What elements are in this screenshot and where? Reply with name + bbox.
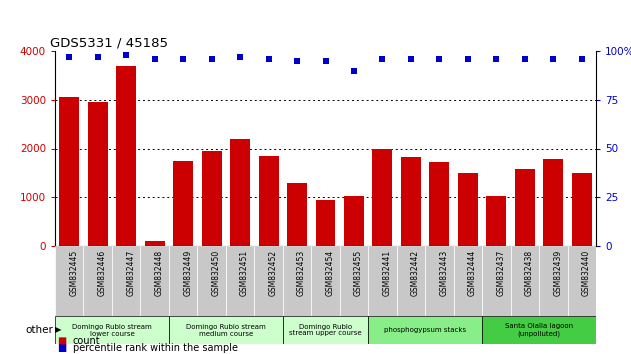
Bar [543, 159, 563, 246]
Bar [254, 246, 283, 316]
Point [577, 56, 587, 62]
Bar [425, 246, 454, 316]
Text: GSM832452: GSM832452 [269, 250, 278, 296]
Text: GSM832445: GSM832445 [69, 250, 78, 296]
Bar [55, 316, 169, 344]
Point [349, 68, 359, 73]
Text: GSM832439: GSM832439 [553, 250, 562, 296]
Text: GSM832438: GSM832438 [525, 250, 534, 296]
Bar [112, 246, 141, 316]
Bar [259, 156, 278, 246]
Text: GSM832440: GSM832440 [582, 250, 591, 296]
Bar [169, 316, 283, 344]
Point [492, 56, 502, 62]
Bar [458, 173, 478, 246]
Point [548, 56, 558, 62]
Point [434, 56, 444, 62]
Point [150, 56, 160, 62]
Text: phosphogypsum stacks: phosphogypsum stacks [384, 327, 466, 333]
Bar [567, 246, 596, 316]
Bar [287, 183, 307, 246]
Bar [316, 200, 336, 246]
Point [235, 54, 245, 60]
Point [406, 56, 416, 62]
Bar [487, 196, 506, 246]
Text: GSM832437: GSM832437 [497, 250, 505, 296]
Text: ▶: ▶ [54, 325, 61, 335]
Text: GSM832444: GSM832444 [468, 250, 477, 296]
Bar [397, 246, 425, 316]
Bar [372, 149, 392, 246]
Bar [572, 173, 592, 246]
Text: GDS5331 / 45185: GDS5331 / 45185 [50, 37, 168, 50]
Bar [144, 241, 165, 246]
Text: Domingo Rubio stream
lower course: Domingo Rubio stream lower course [72, 324, 152, 337]
Bar [202, 151, 221, 246]
Point [321, 58, 331, 64]
Text: ■: ■ [57, 343, 66, 353]
Bar [169, 246, 198, 316]
Bar [515, 169, 535, 246]
Text: GSM832441: GSM832441 [382, 250, 391, 296]
Point [520, 56, 530, 62]
Bar [283, 246, 311, 316]
Bar [230, 139, 250, 246]
Bar [311, 246, 339, 316]
Bar [430, 162, 449, 246]
Point [463, 56, 473, 62]
Bar [83, 246, 112, 316]
Text: Santa Olalla lagoon
(unpolluted): Santa Olalla lagoon (unpolluted) [505, 323, 573, 337]
Point [93, 54, 103, 60]
Point [377, 56, 387, 62]
Bar [369, 246, 397, 316]
Text: percentile rank within the sample: percentile rank within the sample [73, 343, 237, 353]
Text: ■: ■ [57, 336, 66, 346]
Bar [482, 316, 596, 344]
Bar [88, 102, 108, 246]
Bar [116, 65, 136, 246]
Bar [141, 246, 169, 316]
Point [178, 56, 188, 62]
Text: GSM832449: GSM832449 [183, 250, 192, 296]
Bar [344, 196, 364, 246]
Text: Domingo Rubio stream
medium course: Domingo Rubio stream medium course [186, 324, 266, 337]
Text: GSM832443: GSM832443 [439, 250, 449, 296]
Bar [198, 246, 226, 316]
Point [64, 54, 74, 60]
Text: GSM832442: GSM832442 [411, 250, 420, 296]
Text: count: count [73, 336, 100, 346]
Bar [401, 157, 421, 246]
Point [121, 52, 131, 58]
Bar [283, 316, 369, 344]
Text: other: other [25, 325, 53, 335]
Bar [454, 246, 482, 316]
Bar [226, 246, 254, 316]
Text: GSM832448: GSM832448 [155, 250, 163, 296]
Bar [59, 97, 80, 246]
Bar [369, 316, 482, 344]
Point [206, 56, 216, 62]
Text: Domingo Rubio
stream upper course: Domingo Rubio stream upper course [289, 324, 362, 337]
Text: GSM832447: GSM832447 [126, 250, 135, 296]
Text: GSM832453: GSM832453 [297, 250, 306, 296]
Bar [539, 246, 567, 316]
Text: GSM832451: GSM832451 [240, 250, 249, 296]
Bar [173, 161, 193, 246]
Point [264, 56, 274, 62]
Bar [339, 246, 369, 316]
Bar [510, 246, 539, 316]
Bar [482, 246, 510, 316]
Text: GSM832454: GSM832454 [326, 250, 334, 296]
Text: GSM832450: GSM832450 [211, 250, 221, 296]
Point [292, 58, 302, 64]
Bar [55, 246, 83, 316]
Text: GSM832455: GSM832455 [354, 250, 363, 296]
Text: GSM832446: GSM832446 [98, 250, 107, 296]
